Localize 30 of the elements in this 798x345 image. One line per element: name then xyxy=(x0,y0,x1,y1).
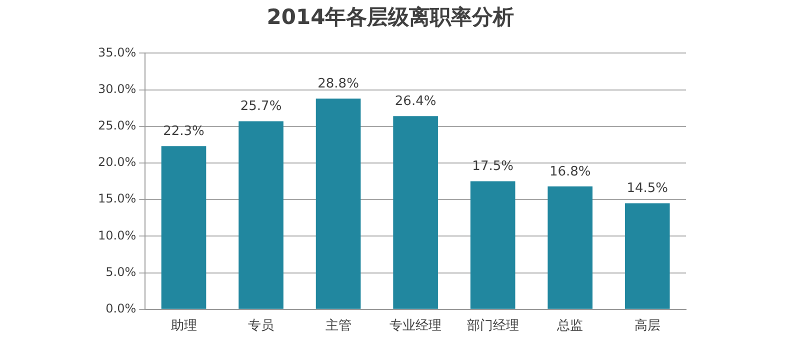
x-tick-label: 总监 xyxy=(556,318,584,334)
bar xyxy=(624,203,670,309)
bar xyxy=(548,186,593,309)
data-label: 16.8% xyxy=(549,164,591,180)
bar xyxy=(470,181,516,309)
y-tick-label: 25.0% xyxy=(98,118,136,133)
data-label: 14.5% xyxy=(626,181,668,196)
x-tick-label: 主管 xyxy=(325,318,352,334)
data-label: 26.4% xyxy=(394,94,436,110)
x-tick-label: 高层 xyxy=(634,318,660,334)
bar xyxy=(238,121,284,309)
y-tick-label: 20.0% xyxy=(98,155,136,170)
x-tick-label: 部门经理 xyxy=(466,318,519,334)
data-label: 17.5% xyxy=(472,159,514,174)
bar xyxy=(161,146,206,309)
x-tick-label: 专员 xyxy=(248,318,274,334)
x-tick-label: 专业经理 xyxy=(390,318,442,334)
y-tick-label: 10.0% xyxy=(98,228,136,242)
data-label: 22.3% xyxy=(163,124,204,140)
y-tick-label: 30.0% xyxy=(98,82,136,96)
bar xyxy=(393,116,438,309)
data-label: 28.8% xyxy=(318,76,359,92)
data-label: 25.7% xyxy=(240,99,282,114)
y-tick-label: 5.0% xyxy=(106,264,136,279)
y-tick-label: 15.0% xyxy=(98,192,136,206)
chart-title: 2014年各层级离职率分析 xyxy=(266,5,514,30)
y-tick-label: 35.0% xyxy=(98,45,136,60)
x-tick-label: 助理 xyxy=(170,318,197,334)
y-tick-label: 0.0% xyxy=(106,302,136,316)
bar xyxy=(316,98,361,309)
